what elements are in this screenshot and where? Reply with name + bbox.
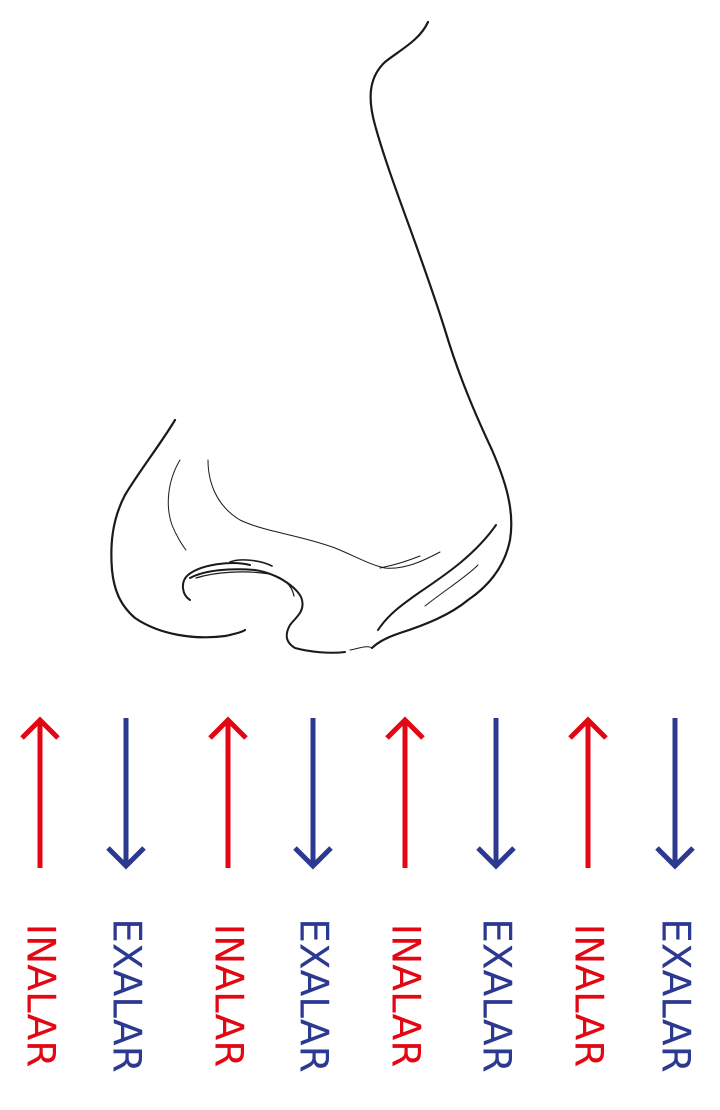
up-arrow-icon <box>385 716 425 868</box>
nose-right-detail-2 <box>379 555 421 569</box>
nostril <box>182 562 346 654</box>
exhale-label: EXALAR <box>645 895 705 1095</box>
nostril-inner <box>195 571 295 597</box>
breath-arrows <box>20 716 695 870</box>
inhale-label: INALAR <box>558 895 618 1095</box>
down-arrow-icon <box>106 718 146 870</box>
breath-label-text: INALAR <box>205 923 251 1067</box>
columella <box>349 646 373 651</box>
inhale-label: INALAR <box>198 895 258 1095</box>
breath-label-text: EXALAR <box>290 917 336 1073</box>
up-arrow-icon <box>208 716 248 868</box>
exhale-label: EXALAR <box>96 895 156 1095</box>
up-arrow-icon <box>568 716 608 868</box>
nose-right-contour <box>377 524 497 631</box>
exhale-label: EXALAR <box>466 895 526 1095</box>
breath-label-text: EXALAR <box>652 917 698 1073</box>
nostril-upper <box>229 559 273 567</box>
breath-label-text: EXALAR <box>103 917 149 1073</box>
breath-label-text: INALAR <box>382 923 428 1067</box>
nose-ala-inner <box>167 459 187 551</box>
breath-label-text: EXALAR <box>473 917 519 1073</box>
nose-ala-crease <box>207 459 441 569</box>
down-arrow-icon <box>293 718 333 870</box>
nose-right-detail <box>424 564 479 607</box>
breath-label-text: INALAR <box>17 923 63 1067</box>
nose-drawing <box>110 20 513 654</box>
down-arrow-icon <box>655 718 695 870</box>
inhale-label: INALAR <box>10 895 70 1095</box>
exhale-label: EXALAR <box>283 895 343 1095</box>
breath-label-text: INALAR <box>565 923 611 1067</box>
down-arrow-icon <box>476 718 516 870</box>
nose-ala-outer <box>110 418 247 639</box>
nose-bridge-line <box>369 20 513 650</box>
up-arrow-icon <box>20 716 60 868</box>
inhale-label: INALAR <box>375 895 435 1095</box>
